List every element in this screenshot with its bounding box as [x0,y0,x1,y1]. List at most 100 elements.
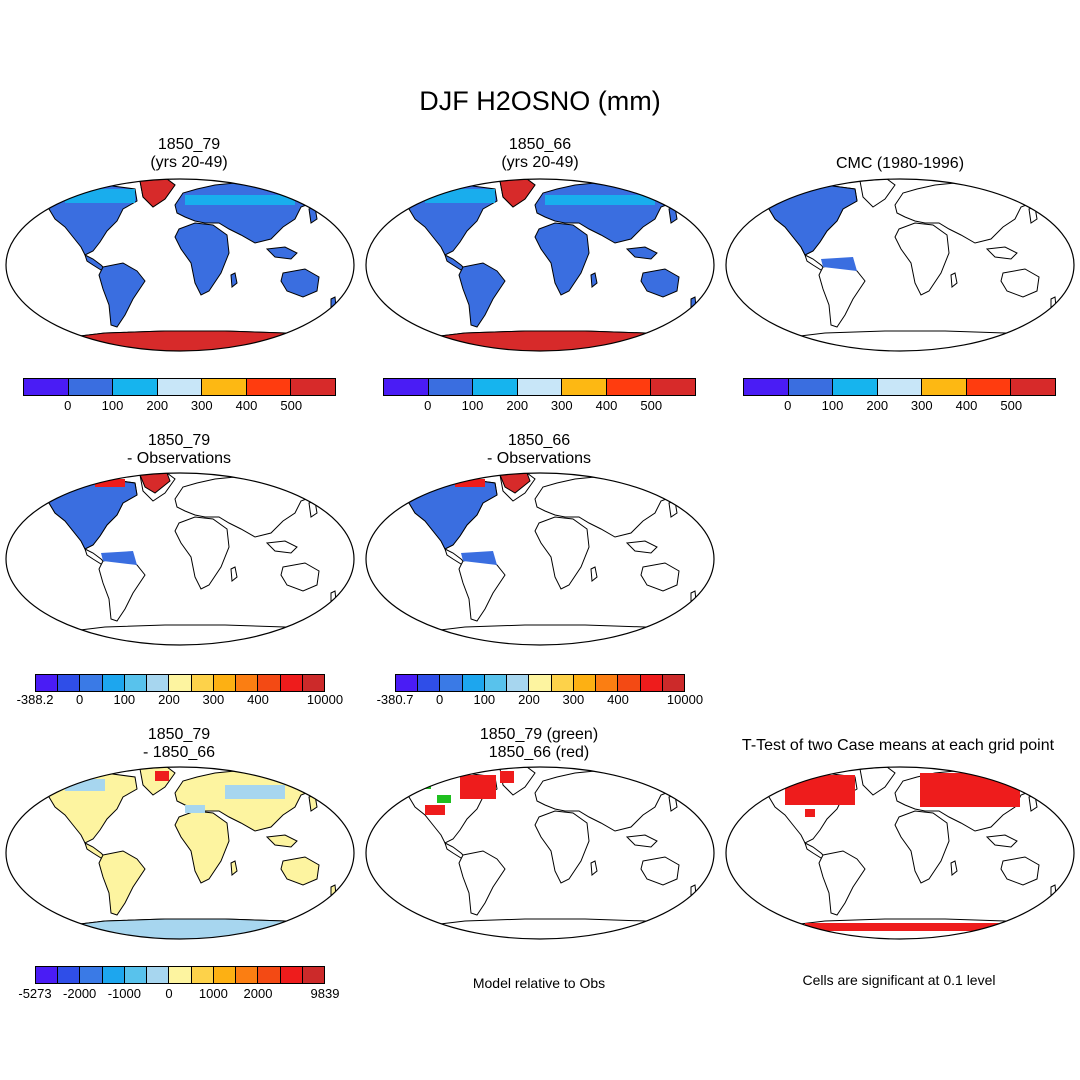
colorbar-swatch [418,675,441,691]
colorbar-swatch [606,379,652,395]
tick-label: 200 [158,692,180,707]
colorbar-swatch [462,675,485,691]
tick-label: 9839 [310,986,340,1001]
tick-label: -388.2 [16,692,54,707]
tick-label: -2000 [63,986,97,1001]
colorbar-swatch [113,379,158,395]
colorbar-labels-case-diff: -5273 -2000 -1000 0 1000 2000 9839 [18,986,339,1004]
tick-label: 300 [202,692,225,707]
colorbar-swatch [302,675,325,691]
panel-subtitle-line: 1850_66 (red) [488,744,590,761]
map-1850-66-minus-obs [365,472,715,646]
colorbar-swatch [147,967,170,983]
tick-label: 100 [473,692,496,707]
colorbar-swatch [529,675,552,691]
colorbar-swatch [877,379,923,395]
tick-label: 200 [146,398,169,413]
map-1850-66 [365,178,715,352]
tick-label: 300 [550,398,573,413]
map-cmc [725,178,1075,352]
colorbar-swatch [102,967,125,983]
note-significance: Cells are significant at 0.1 level [802,972,996,988]
colorbar-swatch [788,379,834,395]
tick-label: 0 [424,398,432,413]
colorbar-swatch [124,675,148,691]
tick-label: -5273 [18,986,52,1001]
colorbar-swatch [384,379,429,395]
colorbar-swatch [124,967,148,983]
panel-title-line: 1850_79 (green) [479,726,599,743]
colorbar-swatch [833,379,878,395]
tick-label: -380.7 [376,692,414,707]
panel-title-cmc: CMC (1980-1996) [725,155,1075,173]
panel-subtitle-line: (yrs 20-49) [501,154,579,171]
tick-label: 500 [640,398,663,413]
tick-label: 500 [1000,398,1023,413]
colorbar-swatch [58,967,81,983]
colorbar-swatch [618,675,641,691]
panel-title-ttest: T-Test of two Case means at each grid po… [716,737,1080,755]
colorbar-swatch [191,675,214,691]
colorbar-swatch [517,379,563,395]
map-model-relative-obs [365,766,715,940]
colorbar-abs-3 [743,378,1056,396]
map-1850-79-minus-1850-66 [5,766,355,940]
tick-label: 0 [64,398,72,413]
panel-title-line: T-Test of two Case means at each grid po… [741,737,1055,754]
colorbar-diff-1850-66 [395,674,685,692]
tick-label: 400 [607,692,629,707]
colorbar-swatch [246,379,292,395]
colorbar-swatch [562,379,607,395]
colorbar-swatch [291,379,336,395]
colorbar-swatch [280,675,303,691]
colorbar-diff-1850-79 [35,674,325,692]
tick-label: 10000 [306,692,344,707]
colorbar-swatch [396,675,419,691]
tick-label: 0 [165,986,173,1001]
tick-label: 0 [76,692,84,707]
colorbar-labels-1: 0 100 200 300 400 500 [23,398,336,416]
tick-label: -1000 [107,986,141,1001]
panel-title-model-rel: 1850_79 (green) 1850_66 (red) [364,726,714,762]
panel-title-line: 1850_66 [508,136,572,153]
colorbar-swatch [202,379,247,395]
tick-label: 200 [518,692,540,707]
tick-label: 300 [190,398,213,413]
colorbar-swatch [573,675,597,691]
tick-label: 300 [562,692,585,707]
colorbar-swatch [169,967,192,983]
figure-title: DJF H2OSNO (mm) [419,86,661,116]
colorbar-abs-1 [23,378,336,396]
colorbar-swatch [551,675,574,691]
tick-label: 400 [595,398,618,413]
tick-label: 100 [101,398,124,413]
colorbar-swatch [36,675,59,691]
tick-label: 1000 [198,986,228,1001]
colorbar-swatch [236,967,259,983]
colorbar-swatch [169,675,192,691]
colorbar-swatch [280,967,303,983]
tick-label: 10000 [666,692,704,707]
panel-title-line: 1850_79 [157,136,221,153]
panel-title-1850-66: 1850_66 (yrs 20-49) [365,136,715,172]
colorbar-case-diff [35,966,325,984]
colorbar-swatch [507,675,530,691]
map-1850-79 [5,178,355,352]
colorbar-swatch [484,675,508,691]
colorbar-swatch [102,675,125,691]
colorbar-swatch [662,675,685,691]
colorbar-swatch [80,675,103,691]
colorbar-swatch [191,967,214,983]
note-model-relative: Model relative to Obs [472,975,606,991]
tick-label: 200 [866,398,889,413]
tick-label: 400 [235,398,258,413]
colorbar-swatch [596,675,619,691]
colorbar-swatch [157,379,203,395]
colorbar-swatch [36,967,59,983]
colorbar-swatch [966,379,1012,395]
panel-title-line: 1850_79 [147,432,211,449]
panel-subtitle-line: - Observations [486,450,592,467]
panel-title-case-diff: 1850_79 - 1850_66 [4,726,354,762]
colorbar-swatch [1011,379,1056,395]
colorbar-labels-diff-1850-66: -380.7 0 100 200 300 400 10000 [377,692,704,710]
